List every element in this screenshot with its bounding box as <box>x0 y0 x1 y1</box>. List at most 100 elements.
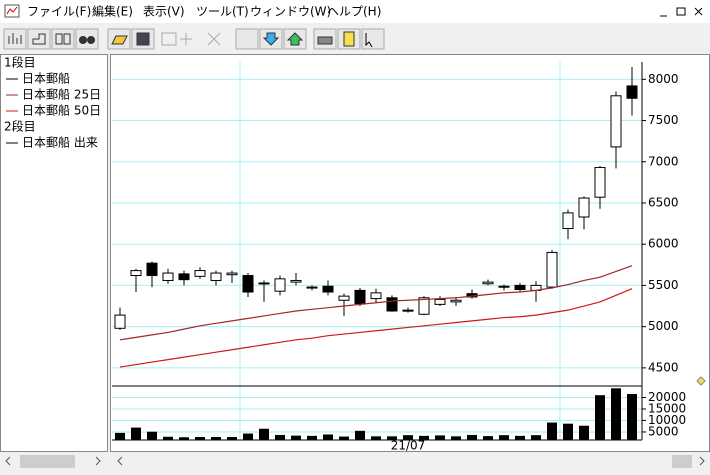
context-help-button[interactable] <box>361 28 385 50</box>
candle-body <box>578 197 590 218</box>
add-button[interactable] <box>180 33 192 45</box>
volume-bar <box>515 435 525 440</box>
volume-bar <box>579 425 589 440</box>
copy-button[interactable] <box>161 32 177 46</box>
candle-body <box>418 297 430 315</box>
candle-body <box>178 273 190 281</box>
candle-body <box>370 292 382 300</box>
legend-label: 日本郵船 50日 <box>22 104 101 118</box>
candle-body <box>354 289 366 305</box>
menu-item[interactable]: 表示(V) <box>143 5 185 19</box>
y-tick-label: 4500 <box>648 360 679 374</box>
candle-body <box>610 95 622 148</box>
x-tick-label: 21/07 <box>391 439 426 453</box>
grid <box>112 78 642 433</box>
candle-body <box>274 278 286 292</box>
candle-body <box>258 282 270 285</box>
volume-bar <box>355 430 365 440</box>
menu-item[interactable]: ファイル(F) <box>27 5 91 19</box>
y-tick-label: 10000 <box>648 413 686 427</box>
volume-bar <box>323 434 333 440</box>
candle-body <box>482 281 494 285</box>
marker <box>696 376 706 386</box>
volume-bar <box>531 435 541 440</box>
candle-body <box>130 270 142 277</box>
candle-body <box>594 167 606 198</box>
window-controls <box>660 7 703 17</box>
app-icon <box>4 4 20 18</box>
candle-body <box>386 297 398 312</box>
volume-bar <box>115 432 125 440</box>
candle-body <box>322 285 334 293</box>
toolbar-buttons <box>3 28 385 50</box>
candle-body <box>450 299 462 303</box>
volume-bar <box>163 436 173 440</box>
candle-body <box>146 262 158 277</box>
volume-bar <box>563 423 573 440</box>
delete-button[interactable] <box>207 32 221 46</box>
pane-label: 2段目 <box>4 119 36 134</box>
volume-bar <box>467 434 477 440</box>
volume-bar <box>627 394 637 440</box>
candle-body <box>402 309 414 312</box>
legend-label: 日本郵船 <box>22 72 70 86</box>
y-tick-label: 5500 <box>648 278 679 292</box>
volume-bar <box>547 422 557 440</box>
volume-bar <box>595 395 605 440</box>
menu-item[interactable]: 編集(E) <box>92 4 133 19</box>
scroll-thumb[interactable] <box>20 455 75 468</box>
menu-item[interactable]: ウィンドウ(W) <box>250 5 331 19</box>
volume-bar <box>435 435 445 440</box>
volume-bar <box>387 436 397 440</box>
volume-bar <box>339 436 349 440</box>
candle-body <box>226 272 238 276</box>
y-tick-label: 7000 <box>648 154 679 168</box>
plot: 21/07 4500 5000 5500 6000 6500 7000 7500 8000 500… <box>114 66 686 453</box>
candle-body <box>114 314 126 329</box>
pane-label: 1段目 <box>4 55 36 70</box>
candle-body <box>162 272 174 281</box>
legend-label: 日本郵船 出来 <box>22 136 98 150</box>
candle-body <box>626 85 638 99</box>
y-tick-label: 6500 <box>648 195 679 209</box>
y-tick-label: 15000 <box>648 401 686 415</box>
close-button[interactable] <box>694 7 703 16</box>
y-tick-label: 5000 <box>648 319 679 333</box>
volume-bar <box>499 435 509 440</box>
chart-type-button[interactable] <box>3 28 27 50</box>
volume-bar <box>403 435 413 440</box>
scrollbars <box>0 452 710 471</box>
search-button[interactable] <box>75 28 99 50</box>
split-button[interactable] <box>51 28 75 50</box>
candle-body <box>210 272 222 281</box>
y-tick-label: 7500 <box>648 113 679 127</box>
volume-bar <box>259 428 269 440</box>
move-button[interactable] <box>235 28 259 50</box>
volume-bar <box>243 433 253 440</box>
y-tick-label: 20000 <box>648 390 686 404</box>
chart-scrollbar[interactable] <box>110 452 710 471</box>
volume-bar <box>227 437 237 440</box>
candle-body <box>546 251 558 288</box>
menu-item[interactable]: ツール(T) <box>196 5 249 19</box>
y-tick-label: 5000 <box>648 424 679 438</box>
y-tick-label: 6000 <box>648 237 679 251</box>
restore-button[interactable] <box>676 7 686 16</box>
menu-bar <box>0 0 710 23</box>
volume-bar <box>307 435 317 440</box>
menu-item[interactable]: ヘルプ(H) <box>327 5 381 19</box>
volume-bar <box>291 435 301 440</box>
candle-body <box>306 286 318 289</box>
menu: ファイル(F) 編集(E) 表示(V) ツール(T) ウィンドウ(W)ヘルプ(H) <box>27 4 381 19</box>
volume-bar <box>275 434 285 440</box>
volume-bar <box>211 437 221 440</box>
candle-body <box>290 279 302 283</box>
scroll-thumb[interactable] <box>672 455 692 468</box>
candle-body <box>194 270 206 277</box>
volume-bar <box>611 388 621 440</box>
candle-body <box>498 285 510 288</box>
candle-body <box>242 275 254 293</box>
candle-body <box>562 212 574 230</box>
